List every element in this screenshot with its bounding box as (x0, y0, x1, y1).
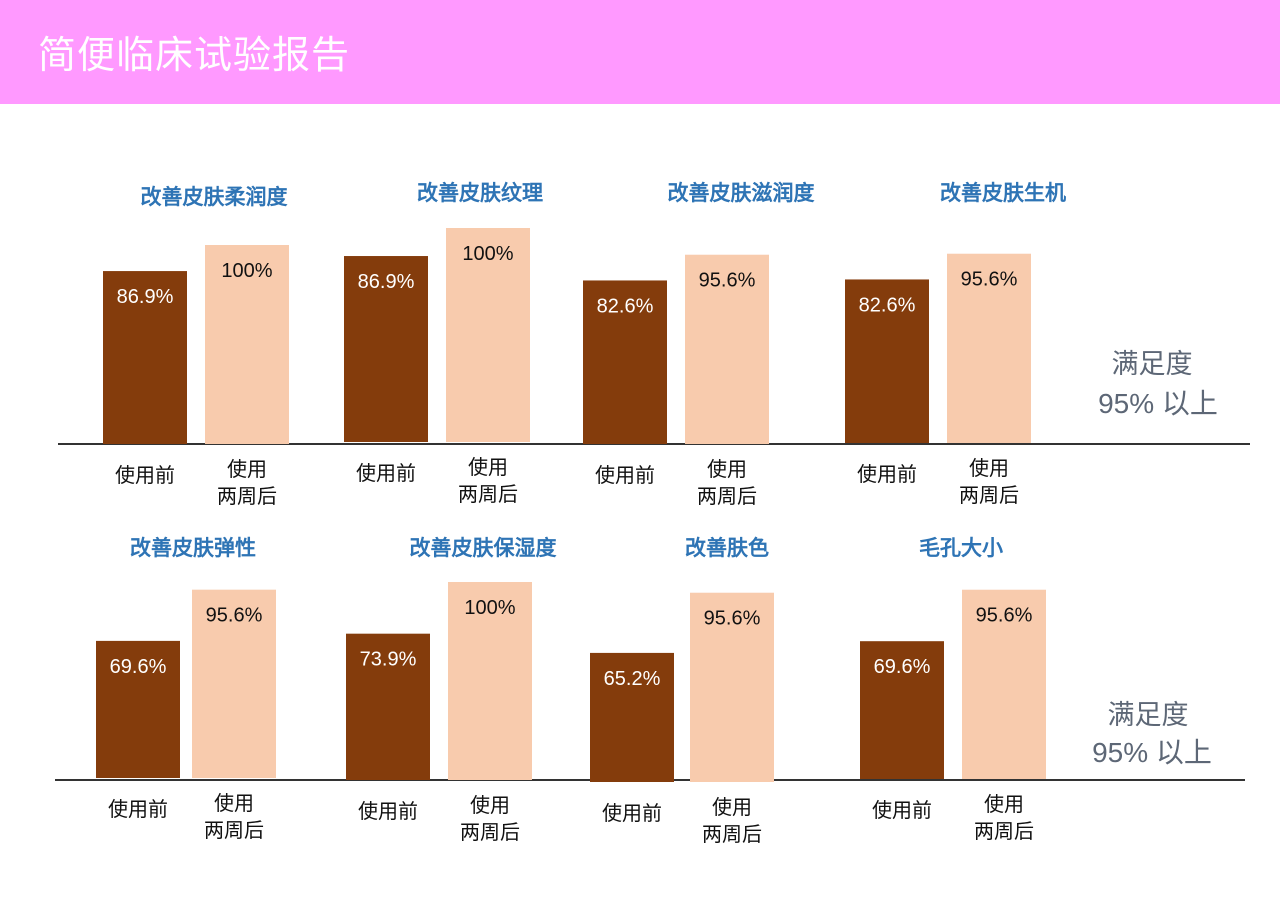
chart-5-bar-before (96, 640, 180, 778)
chart-6-category-after: 使用两周后 (460, 793, 520, 844)
chart-5-category-after: 使用两周后 (204, 791, 264, 842)
chart-4-bar-after (947, 253, 1031, 443)
category-line: 两周后 (959, 483, 1019, 507)
satisfaction-row-1-line2: 95% 以上 (1098, 388, 1218, 419)
category-line: 使用 (470, 793, 510, 817)
category-line: 使用前 (857, 462, 917, 486)
category-line: 使用 (712, 795, 752, 819)
chart-6-bar-before (346, 633, 430, 780)
chart-5-bar-after (192, 589, 276, 778)
category-line: 使用前 (872, 798, 932, 822)
chart-1-category-before: 使用前 (115, 463, 175, 487)
category-line: 使用前 (108, 797, 168, 821)
category-line: 使用 (984, 792, 1024, 816)
chart-3-title: 改善皮肤滋润度 (668, 180, 815, 205)
category-line: 两周后 (217, 484, 277, 508)
chart-2-category-after: 使用两周后 (458, 455, 518, 506)
chart-4-bar-before (845, 279, 929, 443)
chart-2-category-before: 使用前 (356, 461, 416, 485)
category-line: 使用 (468, 455, 508, 479)
chart-8-bar-after (962, 589, 1046, 779)
chart-3-category-before: 使用前 (595, 463, 655, 487)
chart-6-bar-after (448, 582, 532, 780)
chart-8-category-after: 使用两周后 (974, 792, 1034, 843)
category-line: 使用前 (356, 461, 416, 485)
category-line: 使用 (227, 457, 267, 481)
chart-7-category-before: 使用前 (602, 801, 662, 825)
chart-5-title: 改善皮肤弹性 (130, 535, 256, 560)
satisfaction-row-1-line1: 满足度 (1112, 349, 1193, 380)
chart-2-title: 改善皮肤纹理 (417, 180, 543, 205)
category-line: 使用前 (595, 463, 655, 487)
chart-4-category-before: 使用前 (857, 462, 917, 486)
category-line: 两周后 (460, 820, 520, 844)
category-line: 两周后 (697, 484, 757, 508)
chart-2-bar-before (344, 256, 428, 442)
category-line: 使用前 (358, 799, 418, 823)
chart-6-value-before: 73.9% (360, 649, 417, 671)
chart-5-value-after: 95.6% (206, 605, 263, 627)
chart-6-value-after: 100% (464, 597, 515, 619)
category-line: 两周后 (702, 822, 762, 846)
chart-1-value-before: 86.9% (117, 286, 174, 308)
chart-1-bar-before (103, 271, 187, 444)
chart-3-value-before: 82.6% (597, 295, 654, 317)
chart-3-bar-before (583, 280, 667, 444)
chart-2-bar-after (446, 228, 530, 442)
chart-7-value-before: 65.2% (604, 668, 661, 690)
chart-6-title: 改善皮肤保湿度 (410, 535, 557, 560)
chart-3-value-after: 95.6% (699, 270, 756, 292)
category-line: 两周后 (458, 482, 518, 506)
page-title: 简便临床试验报告 (38, 33, 351, 77)
chart-8-value-after: 95.6% (976, 605, 1033, 627)
chart-1-category-after: 使用两周后 (217, 457, 277, 508)
chart-8-bar-before (860, 641, 944, 779)
category-line: 使用前 (115, 463, 175, 487)
chart-4-category-after: 使用两周后 (959, 456, 1019, 507)
chart-7-title: 改善肤色 (685, 535, 769, 560)
chart-8-title: 毛孔大小 (919, 535, 1003, 560)
chart-6-category-before: 使用前 (358, 799, 418, 823)
chart-3-category-after: 使用两周后 (697, 457, 757, 508)
category-line: 两周后 (204, 818, 264, 842)
satisfaction-row-2-line1: 满足度 (1108, 700, 1189, 731)
category-line: 使用前 (602, 801, 662, 825)
chart-7-category-after: 使用两周后 (702, 795, 762, 846)
satisfaction-row-2-line2: 95% 以上 (1092, 737, 1212, 768)
chart-8-category-before: 使用前 (872, 798, 932, 822)
chart-5-category-before: 使用前 (108, 797, 168, 821)
chart-4-value-before: 82.6% (859, 294, 916, 316)
header-banner: 简便临床试验报告 (0, 0, 1280, 104)
category-line: 使用 (969, 456, 1009, 480)
chart-2-value-after: 100% (462, 243, 513, 265)
chart-5-value-before: 69.6% (110, 656, 167, 678)
category-line: 两周后 (974, 819, 1034, 843)
chart-1-title: 改善皮肤柔润度 (141, 184, 288, 209)
chart-4-value-after: 95.6% (961, 269, 1018, 291)
chart-3-bar-after (685, 254, 769, 444)
chart-8-value-before: 69.6% (874, 656, 931, 678)
chart-1-value-after: 100% (221, 260, 272, 282)
chart-7-bar-before (590, 652, 674, 782)
chart-4-title: 改善皮肤生机 (940, 180, 1066, 205)
chart-7-value-after: 95.6% (704, 608, 761, 630)
chart-1-bar-after (205, 245, 289, 444)
category-line: 使用 (707, 457, 747, 481)
chart-7-bar-after (690, 592, 774, 782)
category-line: 使用 (214, 791, 254, 815)
chart-2-value-before: 86.9% (358, 271, 415, 293)
